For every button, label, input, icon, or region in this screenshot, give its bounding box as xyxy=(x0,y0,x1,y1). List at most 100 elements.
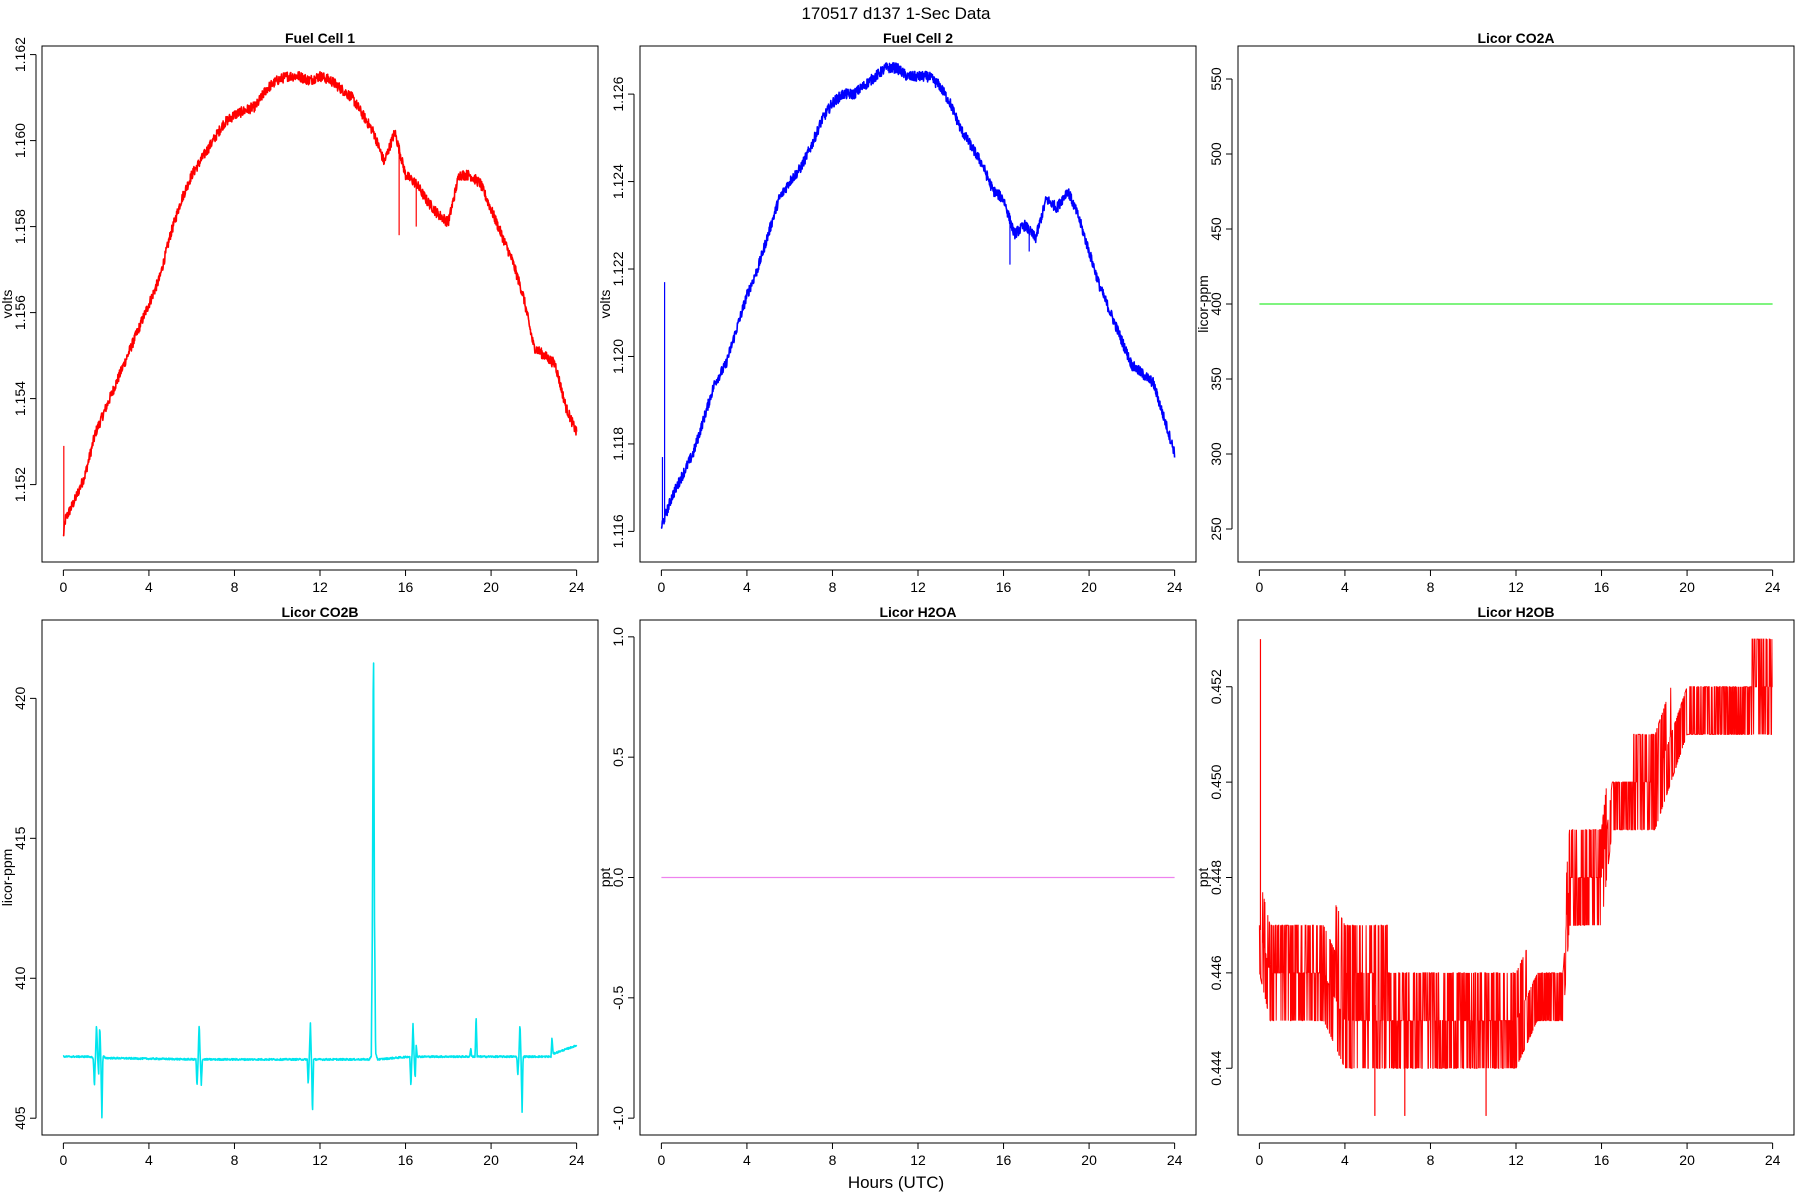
x-tick-label: 12 xyxy=(312,1152,328,1168)
x-tick-label: 16 xyxy=(1594,1152,1610,1168)
panel-title: Licor H2OA xyxy=(879,604,956,620)
panel-title: Licor CO2B xyxy=(281,604,358,620)
y-tick-label: -0.5 xyxy=(610,986,626,1010)
x-tick-label: 24 xyxy=(1765,579,1781,595)
x-tick-label: 16 xyxy=(398,1152,414,1168)
series-line xyxy=(62,662,578,1119)
panel-3: Licor CO2A licor-ppm 0 4 8 12 16 20 24 250 300 350 4… xyxy=(1195,30,1795,595)
panel-ylabel: ppt xyxy=(597,868,613,888)
series-line xyxy=(62,71,578,537)
y-tick-label: 550 xyxy=(1208,67,1224,91)
x-tick-label: 0 xyxy=(59,579,67,595)
y-tick-label: 500 xyxy=(1208,142,1224,166)
figure-xlabel: Hours (UTC) xyxy=(848,1173,944,1192)
x-tick-label: 8 xyxy=(829,579,837,595)
x-tick-label: 16 xyxy=(398,579,414,595)
x-tick-label: 12 xyxy=(910,579,926,595)
panel-frame xyxy=(639,619,1197,1136)
panel-frame xyxy=(1237,45,1795,563)
x-tick-label: 20 xyxy=(1081,579,1097,595)
y-tick-label: 1.118 xyxy=(610,427,626,461)
y-tick-label: 0.450 xyxy=(1208,764,1224,799)
x-tick-label: 20 xyxy=(1679,579,1695,595)
x-tick-label: 16 xyxy=(1594,579,1610,595)
y-tick-label: 450 xyxy=(1208,217,1224,241)
panel-ylabel: volts xyxy=(597,290,613,319)
x-tick-label: 0 xyxy=(1255,1152,1263,1168)
x-tick-label: 0 xyxy=(1255,579,1263,595)
y-tick-label: 1.162 xyxy=(12,37,28,72)
panels-group: Fuel Cell 1 volts 0 4 8 12 16 20 24 1.152 1.154 1.1… xyxy=(0,30,1795,1168)
y-tick-label: 0.448 xyxy=(1208,860,1224,895)
x-tick-label: 20 xyxy=(1081,1152,1097,1168)
y-tick-label: 250 xyxy=(1208,517,1224,541)
panel-title: Licor H2OB xyxy=(1477,604,1554,620)
y-tick-label: 420 xyxy=(12,686,28,710)
y-tick-label: 1.126 xyxy=(610,76,626,111)
x-tick-label: 4 xyxy=(1341,1152,1349,1168)
panel-6: Licor H2OB ppt 0 4 8 12 16 20 24 0.444 0.446 0.448 0… xyxy=(1195,604,1795,1168)
x-tick-label: 8 xyxy=(1427,579,1435,595)
x-tick-label: 4 xyxy=(145,1152,153,1168)
x-tick-label: 24 xyxy=(1765,1152,1781,1168)
x-tick-label: 12 xyxy=(910,1152,926,1168)
panel-title: Licor CO2A xyxy=(1477,30,1554,46)
x-tick-label: 8 xyxy=(231,579,239,595)
y-tick-label: 0.5 xyxy=(610,747,626,767)
x-tick-label: 4 xyxy=(1341,579,1349,595)
y-tick-label: 415 xyxy=(12,826,28,850)
series-group xyxy=(660,62,1176,529)
y-tick-label: 1.0 xyxy=(610,627,626,647)
y-tick-label: 0.446 xyxy=(1208,955,1224,990)
y-tick-label: 1.154 xyxy=(12,381,28,416)
x-tick-label: 16 xyxy=(996,1152,1012,1168)
x-tick-label: 4 xyxy=(145,579,153,595)
y-tick-label: 1.152 xyxy=(12,467,28,502)
x-tick-label: 20 xyxy=(483,1152,499,1168)
x-tick-label: 24 xyxy=(569,1152,585,1168)
series-group xyxy=(1258,638,1773,1116)
series-group xyxy=(62,71,578,537)
panel-5: Licor H2OA ppt 0 4 8 12 16 20 24 -1.0 -0.5 0.0 0.5 1.… xyxy=(597,604,1197,1168)
y-tick-label: 0.452 xyxy=(1208,669,1224,704)
x-tick-label: 16 xyxy=(996,579,1012,595)
x-tick-label: 8 xyxy=(829,1152,837,1168)
y-tick-label: 1.124 xyxy=(610,164,626,199)
y-tick-label: 410 xyxy=(12,966,28,990)
y-tick-label: 1.156 xyxy=(12,295,28,330)
panel-frame xyxy=(1237,619,1795,1136)
panel-title: Fuel Cell 2 xyxy=(883,30,953,46)
panel-frame xyxy=(41,45,599,563)
panel-title: Fuel Cell 1 xyxy=(285,30,355,46)
panel-frame xyxy=(639,45,1197,563)
x-tick-label: 8 xyxy=(1427,1152,1435,1168)
y-tick-label: 1.158 xyxy=(12,209,28,244)
y-tick-label: 0.444 xyxy=(1208,1051,1224,1086)
series-line xyxy=(1258,638,1773,1069)
y-tick-label: 1.122 xyxy=(610,251,626,286)
y-tick-label: -1.0 xyxy=(610,1106,626,1130)
x-tick-label: 24 xyxy=(569,579,585,595)
y-tick-label: 400 xyxy=(1208,292,1224,316)
x-tick-label: 12 xyxy=(1508,579,1524,595)
y-tick-label: 1.116 xyxy=(610,514,626,548)
panel-ylabel: ppt xyxy=(1195,868,1211,888)
x-tick-label: 0 xyxy=(657,1152,665,1168)
x-tick-label: 4 xyxy=(743,1152,751,1168)
y-tick-label: 1.160 xyxy=(12,123,28,158)
y-tick-label: 0.0 xyxy=(610,868,626,888)
x-tick-label: 4 xyxy=(743,579,751,595)
panel-ylabel: licor-ppm xyxy=(1195,275,1211,333)
figure-title: 170517 d137 1-Sec Data xyxy=(801,4,991,23)
x-tick-label: 8 xyxy=(231,1152,239,1168)
panel-4: Licor CO2B licor-ppm 0 4 8 12 16 20 24 405 410 415 4… xyxy=(0,604,599,1168)
y-tick-label: 1.120 xyxy=(610,339,626,374)
panel-ylabel: licor-ppm xyxy=(0,849,15,907)
series-group xyxy=(62,662,578,1119)
y-tick-label: 350 xyxy=(1208,367,1224,391)
series-line xyxy=(660,62,1176,529)
x-tick-label: 24 xyxy=(1167,1152,1183,1168)
x-tick-label: 20 xyxy=(483,579,499,595)
x-tick-label: 12 xyxy=(1508,1152,1524,1168)
